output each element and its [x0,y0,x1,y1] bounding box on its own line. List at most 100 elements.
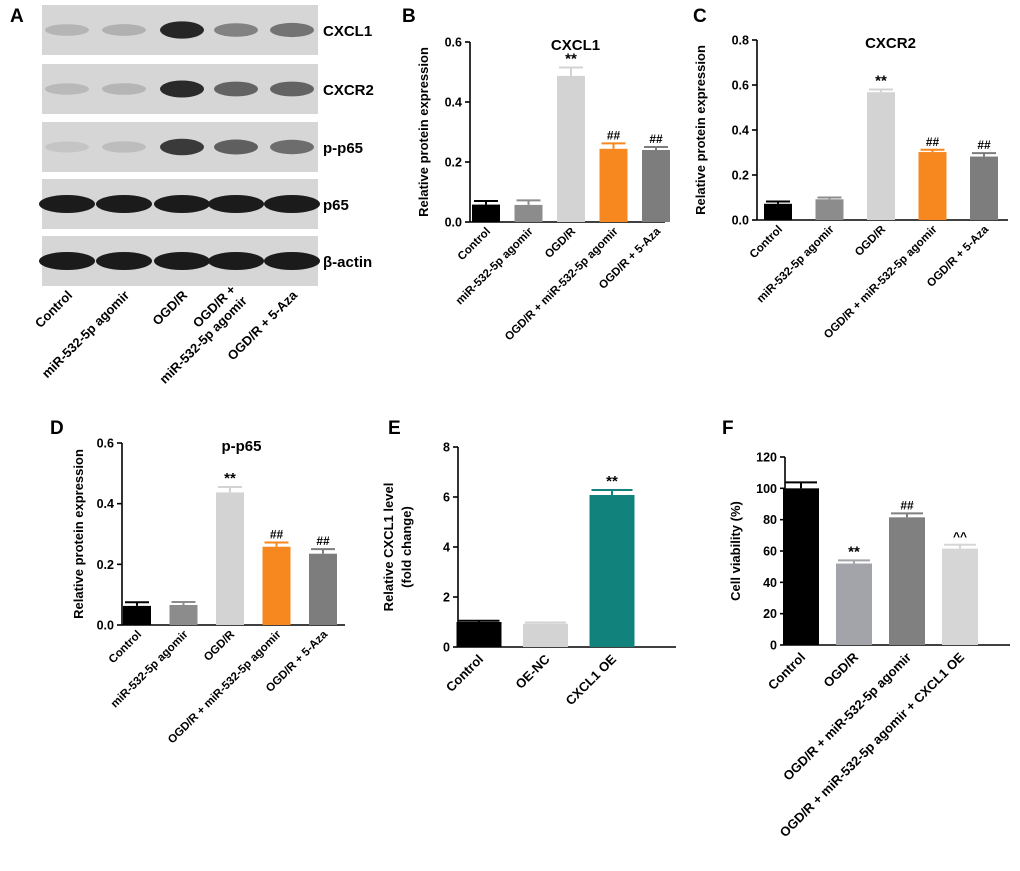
bar-control [123,605,151,625]
bar-control [456,622,502,647]
significance-marker: ** [606,473,618,490]
category-label-ogd-r: OGD/R [543,225,579,261]
blot-band [270,139,314,155]
blot-band [96,252,152,270]
bar-ogd-r-5-aza [309,553,337,625]
y-tick-label: 0.4 [97,497,114,511]
y-tick-label: 0.6 [97,437,114,451]
blot-band [270,81,314,97]
y-tick-label: 100 [756,482,777,496]
y-tick-label: 0.6 [732,79,749,93]
blot-band [160,138,204,156]
blot-band [45,83,89,95]
blot-label-p-p65: p-p65 [323,140,363,157]
y-axis-label: Relative protein expression [71,449,86,619]
y-tick-label: 20 [763,607,777,621]
y-axis-label-line: Relative protein expression [693,45,708,215]
y-tick-label: 2 [443,591,450,605]
significance-marker: ** [848,543,860,560]
y-tick-label: 0.4 [732,124,749,138]
blot-label-p65: p65 [323,197,349,214]
significance-marker: ** [565,51,577,68]
y-tick-label: 0.8 [732,34,749,48]
panel-d: Dp-p65 0.0 0.2 0.4 0.6 Relative protein expre… [50,418,345,746]
y-tick-label: 0.2 [445,156,462,170]
y-tick-label: 0 [770,639,777,653]
significance-marker: ## [900,498,914,512]
y-tick-label: 6 [443,491,450,505]
y-tick-label: 0.0 [445,216,462,230]
significance-marker: ## [926,135,940,149]
blot-band [96,195,152,213]
category-label-mir-532-5p-agomir: miR-532-5p agomir [109,628,191,710]
blot-band [208,195,264,213]
bar-control [783,488,819,645]
bar-ogd-r-mir-532-5p-agomir [262,546,291,625]
blot-band [208,252,264,270]
bar-oe-nc [523,623,568,647]
bar-ogd-r [836,563,872,645]
chart-title: CXCR2 [865,35,916,52]
y-tick-label: 0 [443,641,450,655]
panel-e: E 0 2 4 6 8 Relative CXCL1 level (fold change) C… [381,418,676,708]
y-tick-label: 0.6 [445,36,462,50]
lane-label: OGD/R [149,287,190,328]
blot-band [45,141,89,153]
blot-row-cxcl1: CXCL1 [42,5,372,55]
lane-label: Control [32,288,75,331]
panel-label-c: C [693,6,707,27]
bar-control [764,203,792,220]
blot-row-p-p65: p-p65 [42,122,363,172]
panel-label-b: B [402,6,416,27]
significance-marker: ^^ [953,530,967,544]
bar-mir-532-5p-agomir [815,199,844,220]
y-tick-label: 8 [443,441,450,455]
y-tick-label: 0.0 [97,619,114,633]
bar-control [472,204,500,222]
blot-band [264,252,320,270]
panel-f: F 0 20 40 60 80 100 120 Cell viability (%) Contro… [722,418,1010,840]
bar-mir-532-5p-agomir [169,604,198,625]
category-label-control: Control [748,224,785,261]
y-axis-label-line: (fold change) [399,506,414,588]
blot-band [160,80,204,98]
panel-a-western-blot: ACXCL1CXCR2p-p65p65β-actinControlmiR-532… [10,5,374,387]
lane-label: OGD/R +miR-532-5p agomir [145,282,250,387]
y-axis-label-line: Relative protein expression [416,47,431,217]
significance-marker: ## [977,138,991,152]
category-label-control: Control [765,650,808,693]
blot-row-p65: p65 [39,179,349,229]
blot-band [270,22,314,38]
blot-band [39,252,95,270]
category-label-cxcl1-oe: CXCL1 OE [563,651,620,708]
y-tick-label: 40 [763,576,777,590]
category-label-control: Control [443,652,486,695]
y-axis-label-line: Relative protein expression [71,449,86,619]
y-axis-label: Cell viability (%) [728,501,743,601]
y-tick-label: 0.4 [445,96,462,110]
category-label-ogd-r-mir-532-5p-agomir-cxcl1-oe: OGD/R + miR-532-5p agomir + CXCL1 OE [777,649,968,840]
category-label-ogd-r: OGD/R [820,649,861,690]
y-axis-label: Relative protein expression [693,45,708,215]
blot-row-cxcr2: CXCR2 [42,64,374,114]
blot-band [102,83,146,95]
blot-band [154,195,210,213]
category-label-control: Control [456,226,493,263]
blot-band [154,252,210,270]
blot-label-cxcl1: CXCL1 [323,23,372,40]
bar-ogd-r-mir-532-5p-agomir [889,517,925,645]
bar-cxcl1-oe [589,495,635,647]
lane-label-line: OGD/R [149,287,190,328]
y-axis-label: Relative protein expression [416,47,431,217]
bar-mir-532-5p-agomir [514,204,543,222]
category-label-oe-nc: OE-NC [512,651,553,692]
significance-marker: ## [649,132,663,146]
panel-label-a: A [10,6,24,27]
bar-ogd-r-mir-532-5p-agomir-cxcl1-oe [942,548,978,645]
blot-label-cxcr2: CXCR2 [323,82,374,99]
y-tick-label: 120 [756,451,777,465]
lane-label-line: Control [32,288,75,331]
blot-row-actin: β-actin [39,236,372,286]
significance-marker: ## [607,128,621,142]
